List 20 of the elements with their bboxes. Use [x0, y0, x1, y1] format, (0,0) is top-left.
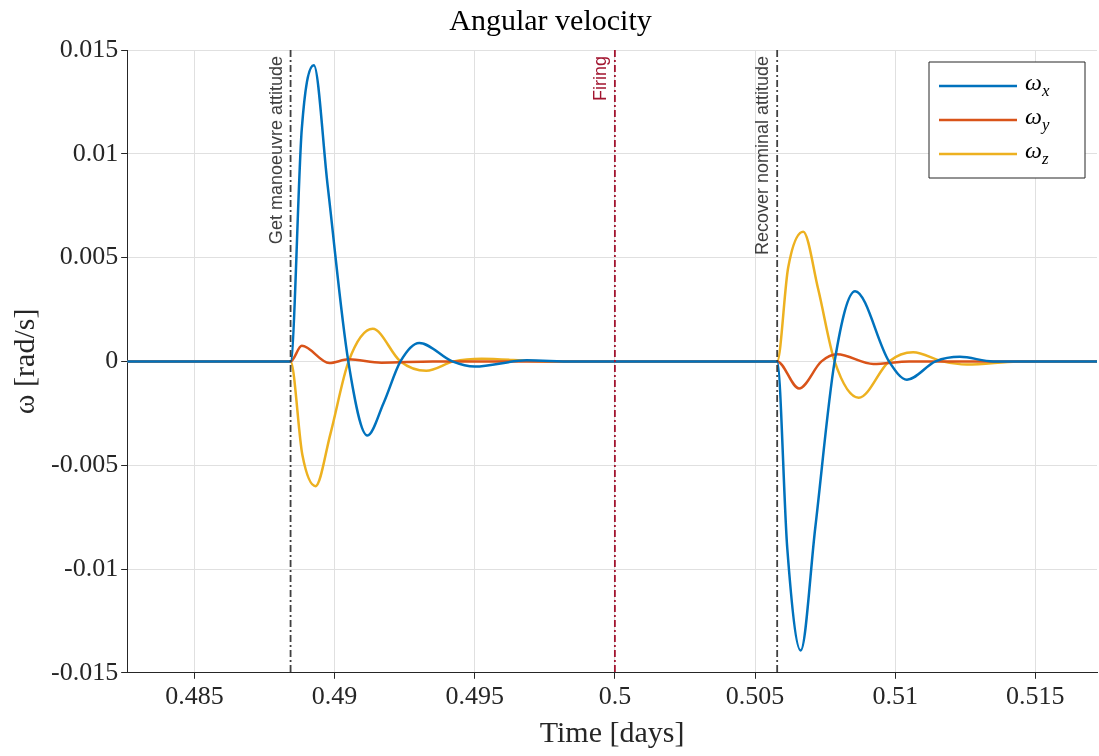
x-axis-title: Time [days]: [539, 714, 685, 748]
y-axis-title: ω [rad/s]: [6, 308, 40, 415]
y-tick-label: 0.005: [59, 241, 119, 271]
x-tick-label: 0.515: [1006, 681, 1065, 711]
x-tick-label: 0.49: [311, 681, 358, 711]
chart-title: Angular velocity: [449, 2, 652, 36]
ref-line-label: Recover nominal attitude: [752, 56, 773, 256]
x-tick-label: 0.505: [725, 681, 785, 711]
x-tick-label: 0.485: [165, 681, 224, 711]
x-tick-label: 0.495: [445, 681, 504, 711]
ref-line-label: Firing: [589, 56, 610, 102]
y-tick-label: -0.015: [50, 656, 119, 686]
x-tick-label: 0.5: [598, 681, 632, 711]
ref-line-label: Get manoeuvre attitude: [265, 56, 286, 245]
y-tick-label: 0: [105, 345, 119, 375]
x-tick-label: 0.51: [872, 681, 918, 711]
y-tick-label: 0.015: [59, 33, 119, 63]
y-tick-label: -0.01: [63, 552, 119, 582]
y-tick-label: -0.005: [50, 449, 119, 479]
y-tick-label: 0.01: [72, 137, 119, 167]
